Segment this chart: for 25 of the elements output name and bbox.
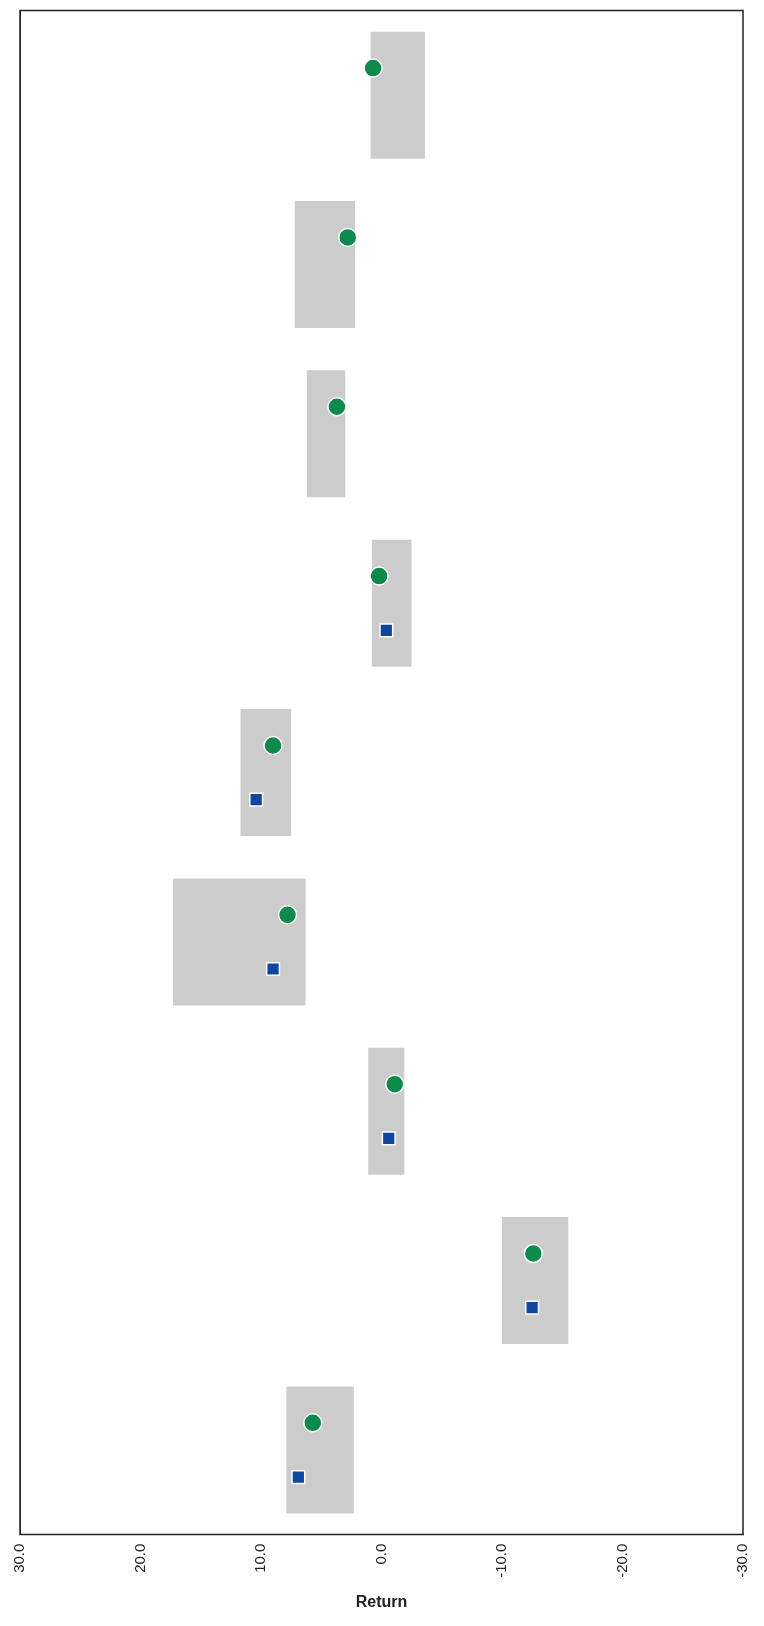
x-axis-title: Return (355, 1592, 408, 1610)
x-tick-label: -10.0 (492, 1543, 510, 1578)
bar (286, 1386, 354, 1514)
point (369, 566, 389, 586)
point (523, 1243, 544, 1264)
x-tick-label: 20.0 (130, 1543, 148, 1573)
x-tick-label: -20.0 (612, 1543, 630, 1578)
x-tick-label: 0.0 (371, 1543, 389, 1565)
x-tick-label: 30.0 (10, 1543, 28, 1573)
bar (173, 878, 306, 1006)
point (277, 905, 298, 925)
point (303, 1413, 323, 1433)
point (338, 227, 358, 248)
point (263, 735, 283, 756)
x-tick-label: 10.0 (251, 1543, 269, 1573)
bar (240, 709, 292, 837)
bar (294, 201, 355, 329)
x-tick-label: -30.0 (733, 1543, 751, 1578)
point (385, 1074, 405, 1094)
point (363, 58, 383, 78)
point (327, 397, 347, 417)
bar (502, 1217, 569, 1345)
bar (371, 539, 412, 667)
bar (306, 370, 346, 498)
bar (370, 31, 425, 159)
